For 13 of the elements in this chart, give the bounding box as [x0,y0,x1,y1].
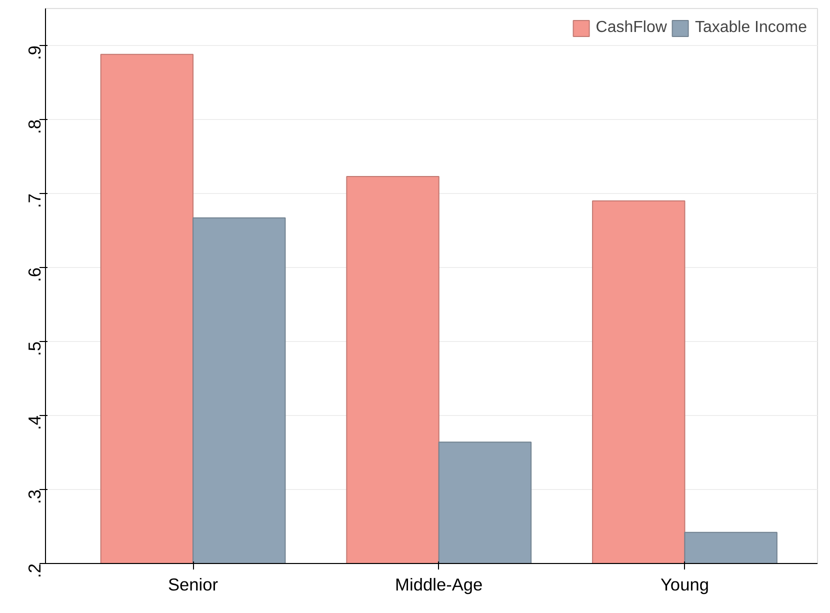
legend-label: Taxable Income [694,19,807,37]
x-tick-label: Middle-Age [395,574,483,594]
y-tick-label: .9 [24,46,44,60]
y-tick-label: .2 [24,564,44,578]
y-tick-label: .5 [24,342,44,356]
y-tick-label: .3 [24,490,44,504]
x-tick-label: Senior [168,574,218,594]
y-tick-label: .4 [24,415,44,430]
legend-label: CashFlow [596,19,667,37]
x-tick-label: Young [660,574,709,594]
y-tick-label: .6 [24,268,44,282]
y-tick-label: .7 [24,194,44,208]
y-tick-label: .8 [24,120,44,134]
